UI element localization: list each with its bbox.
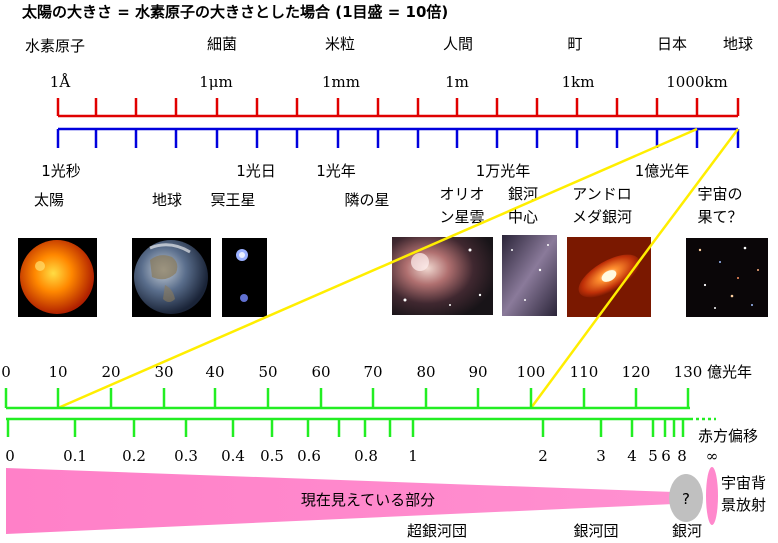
sun-image	[18, 238, 97, 317]
galactic-center-image	[502, 235, 557, 316]
ly-label-0: 0	[1, 363, 11, 381]
z-label-0.3: 0.3	[174, 447, 198, 465]
unknown-region	[669, 474, 703, 522]
redshift-scale	[6, 417, 716, 437]
lightyear-scale	[4, 388, 690, 410]
heading-human: 人間	[443, 35, 473, 53]
unit-millimeter: 1mm	[322, 73, 360, 91]
visible-region-wedge	[6, 468, 674, 534]
z-label-0.1: 0.1	[63, 447, 87, 465]
name-andromeda-line2: メダ銀河	[572, 208, 632, 226]
cmb-band	[706, 467, 718, 525]
name-galactic-center-line2: 中心	[508, 208, 538, 226]
label-light-second: 1光秒	[41, 162, 81, 180]
z-label-8: 8	[677, 447, 687, 465]
lightyear-tick-labels: 0 10 20 30 40 50 60 70 80 90 100 110 120…	[1, 363, 752, 381]
heading-rice-grain: 米粒	[325, 35, 355, 53]
label-100m-light-years: 1億光年	[635, 162, 690, 180]
unit-angstrom: 1Å	[50, 73, 71, 91]
unit-kilometer: 1km	[562, 73, 595, 91]
blue-distance-scale	[56, 127, 740, 148]
connector-2	[650, 128, 740, 245]
ly-label-80: 80	[416, 363, 435, 381]
ly-label-30: 30	[154, 363, 173, 381]
z-label-0.2: 0.2	[122, 447, 146, 465]
earth-image	[132, 238, 211, 317]
ly-label-40: 40	[205, 363, 224, 381]
ly-label-10: 10	[48, 363, 67, 381]
unknown-region-mark: ?	[682, 490, 690, 508]
andromeda-galaxy-image	[567, 237, 651, 317]
structure-labels: 超銀河団 銀河団 銀河	[407, 522, 702, 540]
cmb-label-line2: 景放射	[721, 496, 766, 514]
visible-region-label: 現在見えている部分	[301, 491, 435, 509]
z-label-2: 2	[538, 447, 548, 465]
label-light-day: 1光日	[236, 162, 276, 180]
name-universe-edge-line1: 宇宙の	[697, 185, 742, 203]
z-label-infinity: ∞	[706, 447, 719, 465]
label-supercluster: 超銀河団	[407, 522, 467, 540]
ly-label-130: 130	[674, 363, 703, 381]
heading-earth: 地球	[723, 35, 753, 53]
unit-meter: 1m	[445, 73, 469, 91]
heading-japan: 日本	[657, 35, 687, 53]
name-universe-edge-line2: 果て？	[697, 208, 742, 226]
ly-label-70: 70	[363, 363, 382, 381]
universe-edge-image	[686, 238, 768, 317]
ly-label-60: 60	[311, 363, 330, 381]
heading-hydrogen-atom: 水素原子	[25, 37, 85, 55]
label-light-year: 1光年	[316, 162, 356, 180]
z-label-0.6: 0.6	[297, 447, 321, 465]
z-label-1: 1	[408, 447, 418, 465]
distance-labels: 1光秒 1光日 1光年 1万光年 1億光年	[41, 162, 689, 180]
size-units: 1Å 1μm 1mm 1m 1km 1000km	[50, 73, 728, 91]
ly-label-90: 90	[468, 363, 487, 381]
connector-1	[57, 127, 698, 410]
name-orion-line1: オリオ	[439, 185, 484, 203]
ly-label-50: 50	[258, 363, 277, 381]
size-headings: 水素原子 細菌 米粒 人間 町 日本 地球	[25, 35, 753, 55]
connector-3	[529, 243, 654, 409]
visible-region: 現在見えている部分 ? 宇宙背 景放射	[6, 467, 766, 534]
z-label-0.8: 0.8	[354, 447, 378, 465]
name-earth: 地球	[152, 191, 182, 209]
name-nearby-star: 隣の星	[344, 191, 389, 209]
z-label-5: 5	[648, 447, 658, 465]
object-names: 太陽 地球 冥王星 隣の星 オリオ ン星雲 銀河 中心 アンドロ メダ銀河 宇宙…	[34, 185, 743, 226]
name-galactic-center-line1: 銀河	[508, 185, 538, 203]
z-label-4: 4	[627, 447, 637, 465]
pluto-image	[222, 238, 267, 317]
z-label-0.4: 0.4	[221, 447, 245, 465]
ly-label-120: 120	[622, 363, 651, 381]
orion-nebula-image	[392, 237, 493, 315]
unit-1000km: 1000km	[666, 73, 728, 91]
redshift-title: 赤方偏移	[698, 427, 758, 445]
label-10k-light-years: 1万光年	[476, 162, 531, 180]
name-sun: 太陽	[34, 191, 64, 209]
cmb-label-line1: 宇宙背	[721, 474, 766, 492]
z-label-0: 0	[5, 447, 15, 465]
redshift-tick-labels: 0 0.1 0.2 0.3 0.4 0.5 0.6 0.8 1 2 3 4 5 …	[5, 427, 758, 465]
z-label-6: 6	[661, 447, 671, 465]
ly-label-100: 100	[517, 363, 546, 381]
heading-bacteria: 細菌	[207, 35, 237, 53]
ly-unit: 億光年	[707, 363, 752, 381]
red-size-scale	[56, 98, 740, 118]
z-label-3: 3	[596, 447, 606, 465]
name-andromeda-line1: アンドロ	[572, 185, 631, 203]
label-galaxy: 銀河	[672, 522, 702, 540]
name-pluto: 冥王星	[210, 191, 255, 209]
page-title: 太陽の大きさ = 水素原子の大きさとした場合 (1目盛 = 10倍)	[22, 3, 448, 21]
label-galaxy-cluster: 銀河団	[573, 522, 618, 540]
heading-town: 町	[567, 35, 582, 53]
z-label-0.5: 0.5	[260, 447, 284, 465]
yellow-connectors	[57, 127, 740, 410]
unit-micrometer: 1μm	[199, 73, 233, 91]
ly-label-20: 20	[101, 363, 120, 381]
name-orion-line2: ン星雲	[439, 208, 484, 226]
ly-label-110: 110	[570, 363, 599, 381]
